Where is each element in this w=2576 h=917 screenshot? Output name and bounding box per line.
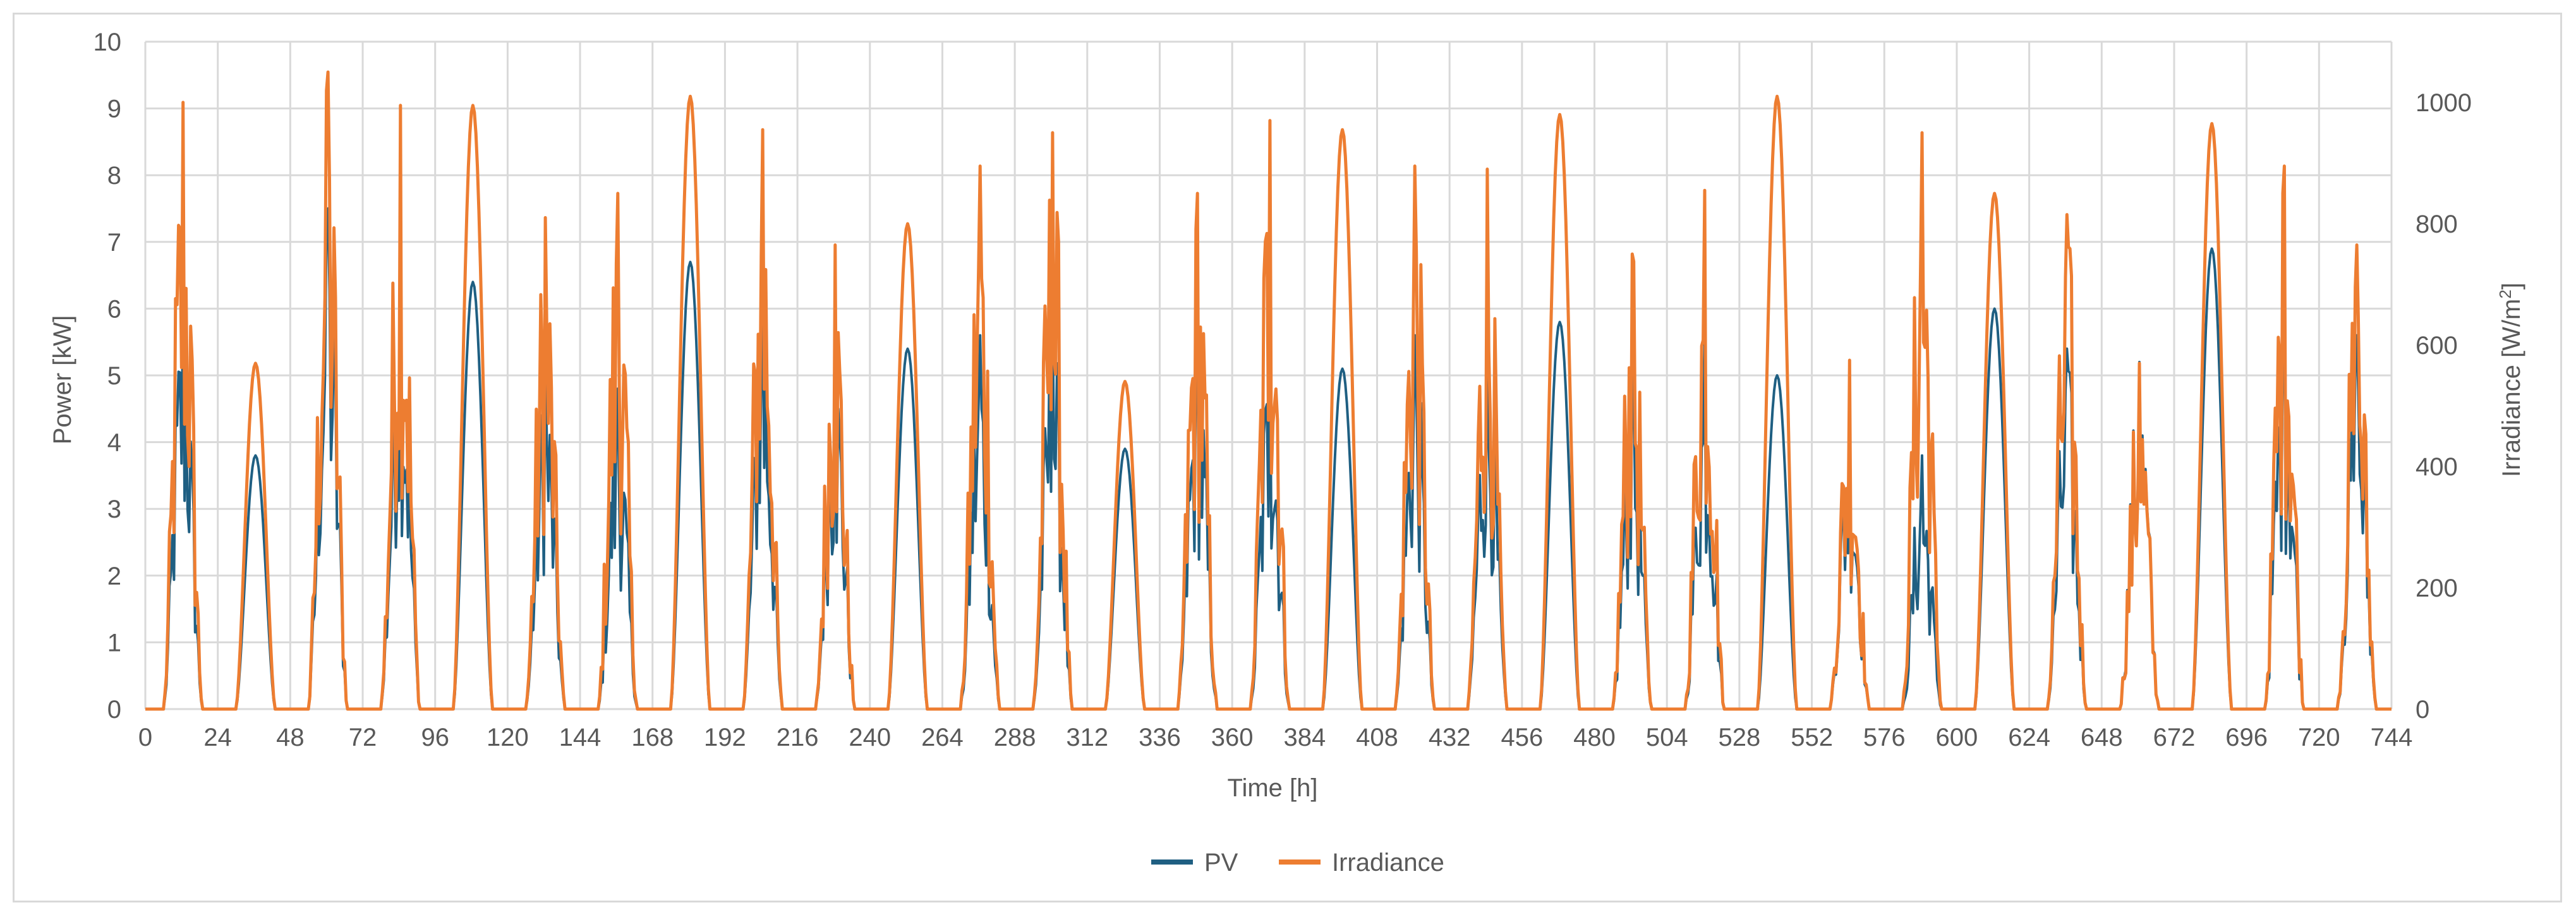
- x-tick-label: 696: [2225, 724, 2268, 751]
- x-tick-label: 192: [704, 724, 746, 751]
- y2-tick-label: 400: [2416, 453, 2458, 481]
- legend-pv-label: PV: [1204, 849, 1238, 877]
- y-tick-label: 8: [107, 162, 121, 190]
- x-tick-label: 528: [1719, 724, 1761, 751]
- y-tick-label: 10: [94, 28, 122, 56]
- y2-axis-title-end: ]: [2498, 282, 2525, 289]
- x-tick-label: 432: [1429, 724, 1471, 751]
- series-layer: [145, 70, 2392, 711]
- x-tick-label: 144: [559, 724, 602, 751]
- x-tick-label: 480: [1573, 724, 1616, 751]
- y-tick-label: 1: [107, 629, 121, 657]
- x-tick-label: 24: [203, 724, 232, 751]
- y-tick-label: 0: [107, 696, 121, 724]
- y2-axis-title-main: Irradiance [W/m: [2498, 299, 2525, 477]
- y-tick-label: 7: [107, 229, 121, 257]
- y-tick-label: 4: [107, 429, 121, 457]
- y2-tick-label: 200: [2416, 574, 2458, 602]
- x-tick-label: 504: [1646, 724, 1688, 751]
- irradiance-series-line: [145, 70, 2392, 711]
- x-tick-label: 744: [2371, 724, 2413, 751]
- y-tick-label: 9: [107, 95, 121, 123]
- x-tick-label: 96: [421, 724, 449, 751]
- x-tick-label: 360: [1211, 724, 1254, 751]
- x-tick-label: 456: [1501, 724, 1543, 751]
- legend: PV Irradiance: [1151, 849, 1444, 877]
- y2-tick-label: 0: [2416, 696, 2429, 724]
- x-tick-label: 408: [1356, 724, 1398, 751]
- x-tick-label: 648: [2081, 724, 2123, 751]
- y2-axis-title-superscript: 2: [2496, 289, 2515, 298]
- x-tick-label: 288: [994, 724, 1036, 751]
- y2-tick-label: 800: [2416, 210, 2458, 238]
- y2-tick-label: 1000: [2416, 89, 2472, 117]
- x-tick-label: 0: [138, 724, 152, 751]
- x-tick-label: 552: [1791, 724, 1833, 751]
- y2-axis-title: Irradiance [W/m2]: [2496, 282, 2525, 477]
- x-tick-label: 240: [849, 724, 891, 751]
- x-tick-label: 672: [2153, 724, 2196, 751]
- y-axis-title: Power [kW]: [49, 315, 76, 444]
- y-tick-label: 2: [107, 562, 121, 590]
- x-tick-label: 312: [1066, 724, 1108, 751]
- x-tick-label: 168: [631, 724, 674, 751]
- x-tick-label: 120: [487, 724, 529, 751]
- x-tick-label: 624: [2008, 724, 2050, 751]
- x-tick-label: 384: [1283, 724, 1326, 751]
- legend-irradiance-label: Irradiance: [1332, 849, 1444, 877]
- y-tick-label: 6: [107, 295, 121, 323]
- x-tick-label: 600: [1936, 724, 1978, 751]
- y-tick-label: 3: [107, 495, 121, 523]
- x-tick-label: 264: [921, 724, 964, 751]
- x-tick-label: 576: [1863, 724, 1906, 751]
- y-tick-label: 5: [107, 362, 121, 390]
- y2-tick-label: 600: [2416, 332, 2458, 360]
- x-tick-label: 336: [1139, 724, 1181, 751]
- x-axis-title: Time [h]: [1228, 774, 1318, 802]
- x-tick-label: 48: [276, 724, 305, 751]
- x-tick-label: 72: [349, 724, 377, 751]
- x-tick-label: 720: [2298, 724, 2340, 751]
- x-tick-label: 216: [777, 724, 819, 751]
